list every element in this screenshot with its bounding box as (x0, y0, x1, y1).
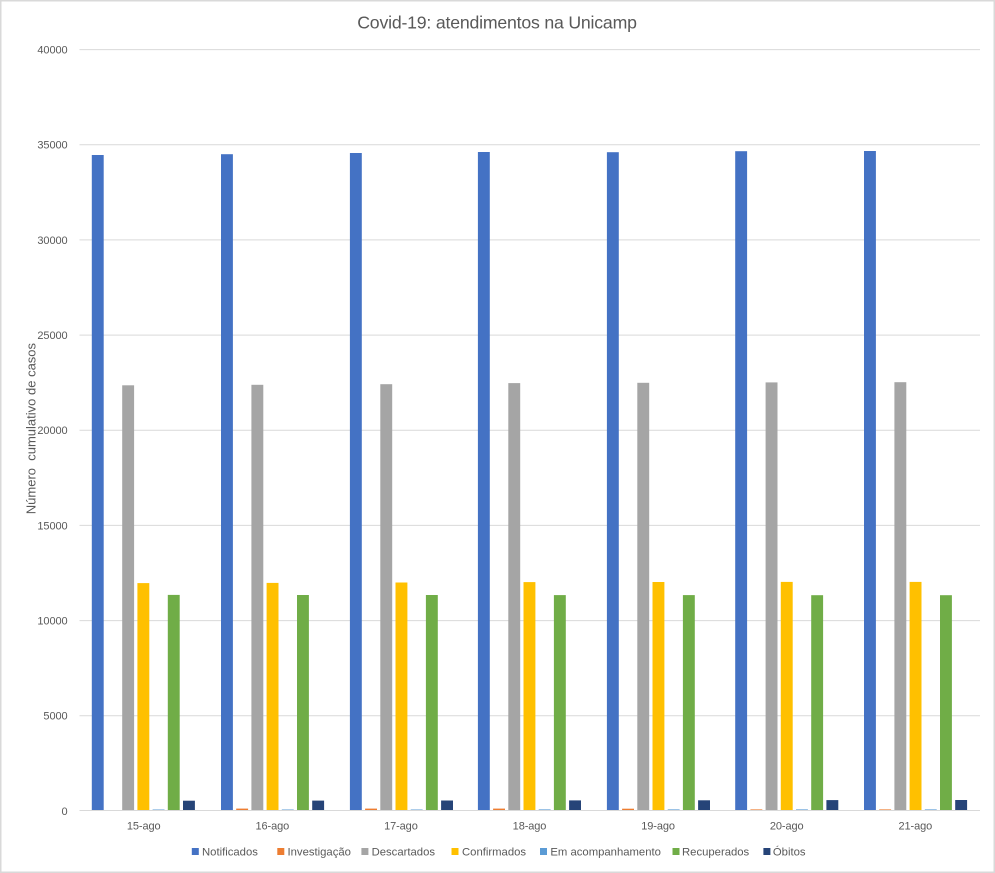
svg-text:15000: 15000 (37, 520, 67, 532)
svg-text:Em acompanhamento: Em acompanhamento (550, 847, 661, 859)
svg-text:15-ago: 15-ago (127, 820, 161, 832)
svg-text:Número cumulativo de casos: Número cumulativo de casos (23, 342, 38, 514)
svg-text:40000: 40000 (37, 45, 67, 57)
svg-text:Investigação: Investigação (288, 847, 351, 859)
svg-text:Óbitos: Óbitos (773, 846, 806, 859)
svg-text:16-ago: 16-ago (255, 820, 289, 832)
svg-text:30000: 30000 (37, 235, 67, 247)
svg-text:Confirmados: Confirmados (462, 847, 526, 859)
svg-text:10000: 10000 (37, 616, 67, 628)
svg-text:Recuperados: Recuperados (682, 847, 750, 859)
svg-text:17-ago: 17-ago (384, 820, 418, 832)
svg-text:0: 0 (61, 806, 67, 818)
svg-text:5000: 5000 (43, 711, 67, 723)
svg-text:Descartados: Descartados (372, 847, 436, 859)
svg-text:Covid-19: atendimentos na Unic: Covid-19: atendimentos na Unicamp (357, 13, 637, 33)
svg-text:25000: 25000 (37, 330, 67, 342)
svg-text:20000: 20000 (37, 425, 67, 437)
svg-text:20-ago: 20-ago (770, 820, 804, 832)
svg-text:35000: 35000 (37, 140, 67, 152)
svg-text:18-ago: 18-ago (513, 820, 547, 832)
svg-text:Notificados: Notificados (202, 847, 258, 859)
svg-text:21-ago: 21-ago (898, 820, 932, 832)
svg-text:19-ago: 19-ago (641, 820, 675, 832)
